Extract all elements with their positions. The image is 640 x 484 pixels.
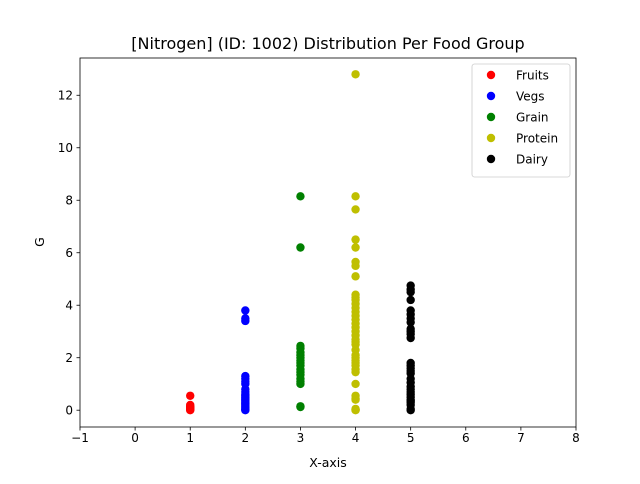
legend-marker-grain	[486, 112, 496, 122]
point-grain	[296, 192, 305, 201]
point-fruits	[186, 406, 195, 415]
point-dairy	[406, 333, 415, 343]
point-dairy	[406, 295, 415, 305]
point-vegs	[241, 306, 250, 315]
legend-label-protein: Protein	[516, 131, 558, 145]
point-protein	[351, 70, 360, 79]
points-layer	[186, 70, 415, 415]
y-tick-label: 8	[65, 194, 73, 208]
x-tick-label: 5	[407, 431, 415, 445]
legend-label-vegs: Vegs	[516, 89, 545, 103]
legend: Fruits Vegs Grain Protein Dairy	[471, 63, 571, 178]
x-tick-label: 8	[572, 431, 580, 445]
x-tick-label: 1	[186, 431, 194, 445]
legend-label-fruits: Fruits	[516, 68, 549, 82]
legend-label-dairy: Dairy	[516, 152, 548, 166]
point-protein	[351, 205, 360, 214]
legend-marker-dairy	[486, 154, 496, 164]
x-tick-label: −1	[71, 431, 89, 445]
legend-box	[471, 63, 571, 178]
point-grain	[296, 379, 305, 389]
y-tick-label: 2	[65, 351, 73, 365]
point-fruits	[186, 391, 195, 400]
point-protein	[351, 272, 360, 281]
x-tick-label: 3	[297, 431, 305, 445]
point-dairy	[406, 406, 415, 415]
legend-marker-fruits	[486, 70, 496, 80]
y-tick-label: 6	[65, 246, 73, 260]
point-protein	[351, 379, 360, 389]
legend-marker-protein	[486, 133, 496, 143]
point-protein	[351, 243, 360, 252]
point-protein	[351, 395, 360, 404]
x-tick-label: 4	[352, 431, 360, 445]
x-axis-label: X-axis	[309, 455, 347, 470]
point-protein	[351, 261, 360, 271]
chart-title: [Nitrogen] (ID: 1002) Distribution Per F…	[131, 34, 524, 53]
point-vegs	[241, 316, 250, 326]
point-grain	[296, 243, 305, 252]
plot-frame	[79, 57, 577, 428]
x-tick-label: 2	[242, 431, 250, 445]
point-dairy	[406, 287, 415, 297]
x-tick-label: 7	[517, 431, 525, 445]
point-dairy	[406, 318, 415, 327]
point-protein	[351, 192, 360, 201]
legend-marker-vegs	[486, 91, 496, 101]
point-protein	[351, 367, 360, 377]
y-tick-label: 0	[65, 404, 73, 418]
y-tick-label: 12	[58, 89, 73, 103]
point-grain	[296, 402, 305, 412]
legend-label-grain: Grain	[516, 110, 549, 124]
x-tick-label: 0	[131, 431, 139, 445]
y-tick-label: 10	[58, 141, 73, 155]
point-protein	[351, 406, 360, 415]
point-vegs	[241, 406, 250, 415]
x-tick-label: 6	[462, 431, 470, 445]
point-protein	[351, 235, 360, 244]
y-tick-label: 4	[65, 299, 73, 313]
y-axis-label: G	[32, 237, 47, 247]
